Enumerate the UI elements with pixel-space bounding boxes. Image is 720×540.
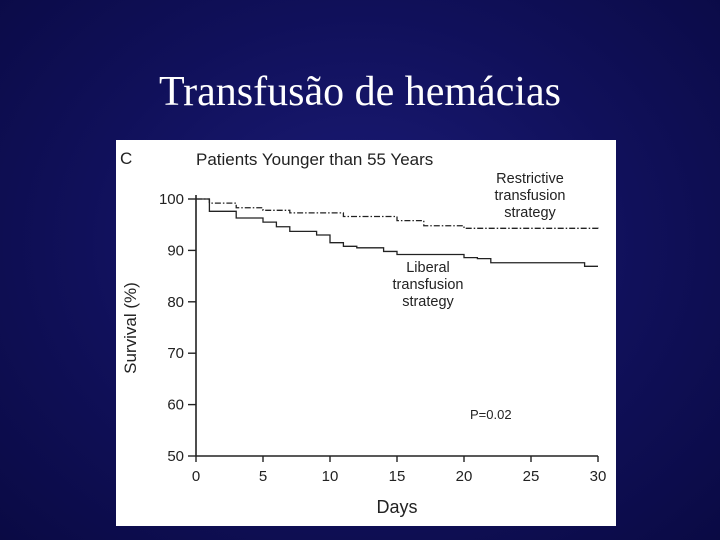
y-tick-label: 60 [167, 397, 184, 414]
x-tick-label: 30 [590, 468, 607, 485]
x-tick-label: 10 [322, 468, 339, 485]
y-tick-label: 100 [159, 191, 184, 208]
restrictive-series-line [196, 198, 599, 229]
x-tick-label: 20 [456, 468, 473, 485]
liberal-series-label: strategy [402, 294, 454, 310]
series-layer [196, 198, 599, 267]
restrictive-series-label: Restrictive [496, 171, 564, 187]
y-tick-label: 80 [167, 294, 184, 311]
x-tick-label: 0 [192, 468, 200, 485]
x-ticks: 0 5 10 15 20 25 30 [192, 456, 607, 485]
x-axis-label: Days [376, 497, 417, 517]
restrictive-series-label: strategy [504, 205, 556, 221]
p-value-annotation: P=0.02 [470, 407, 512, 422]
restrictive-series-label: transfusion [495, 188, 566, 204]
chart-title: Patients Younger than 55 Years [196, 150, 433, 169]
y-tick-label: 70 [167, 345, 184, 362]
y-tick-label: 90 [167, 242, 184, 259]
series-labels: RestrictivetransfusionstrategyLiberaltra… [393, 171, 566, 310]
liberal-series-label: transfusion [393, 277, 464, 293]
y-axis-label: Survival (%) [121, 282, 140, 374]
x-tick-label: 25 [523, 468, 540, 485]
y-ticks: 100 90 80 70 60 50 [159, 191, 196, 465]
y-tick-label: 50 [167, 448, 184, 465]
panel-label: C [120, 149, 132, 168]
liberal-series-line [196, 198, 598, 267]
survival-chart: C Patients Younger than 55 Years 1009080… [120, 149, 607, 517]
x-tick-label: 15 [389, 468, 406, 485]
liberal-series-label: Liberal [406, 260, 450, 276]
survival-chart-figure: C Patients Younger than 55 Years 100 90 80… [116, 140, 616, 526]
slide-title: Transfusão de hemácias [158, 69, 561, 115]
x-tick-label: 5 [259, 468, 267, 485]
